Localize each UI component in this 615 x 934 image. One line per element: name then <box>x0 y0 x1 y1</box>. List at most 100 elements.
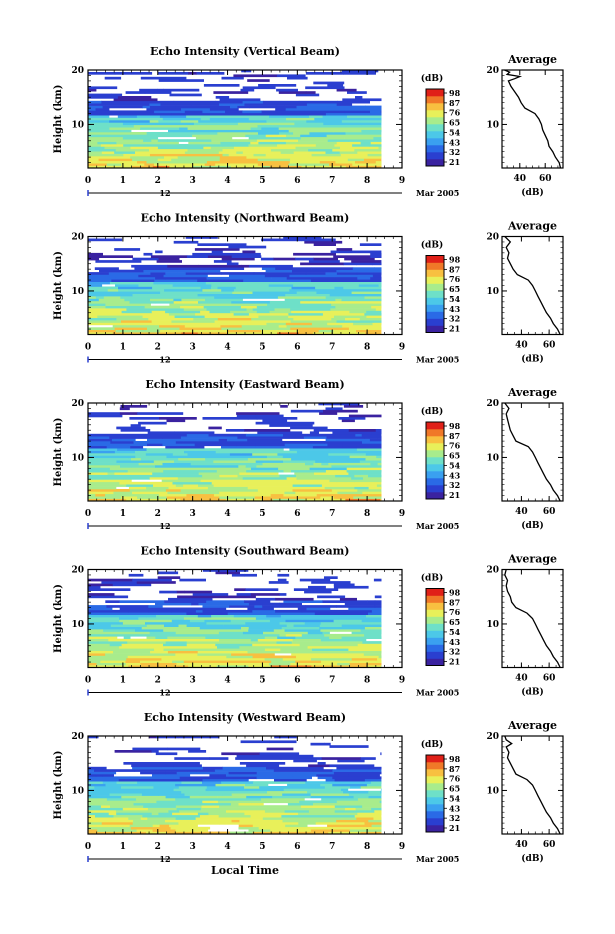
heatmap-cell <box>151 320 172 323</box>
heatmap-cell <box>88 279 112 282</box>
heatmap-cell <box>258 84 297 87</box>
heatmap-cell <box>325 469 347 473</box>
heatmap-cell <box>88 484 127 487</box>
heatmap-cell <box>115 274 139 278</box>
heatmap-cell <box>144 163 155 166</box>
heatmap-cell <box>269 136 302 140</box>
heatmap-cell <box>198 633 238 637</box>
heatmap-cell <box>375 308 382 311</box>
colorbar-swatch <box>426 318 444 326</box>
heatmap-cell <box>202 134 246 138</box>
heatmap-cell <box>348 139 374 142</box>
heatmap-cell <box>369 826 382 830</box>
heatmap-cell <box>168 486 201 490</box>
heatmap-cell <box>213 460 257 463</box>
heatmap-cell <box>345 479 355 483</box>
heatmap-cell <box>226 655 254 659</box>
heatmap-cell <box>213 91 249 94</box>
heatmap-cell <box>363 477 382 480</box>
heatmap-cell <box>311 657 353 661</box>
heatmap-cell <box>88 296 97 299</box>
heatmap-cell <box>348 414 382 418</box>
heatmap-cell <box>341 69 379 73</box>
heatmap-cell <box>208 812 245 816</box>
heatmap-cell <box>204 315 216 318</box>
heatmap-cell <box>345 822 365 825</box>
heatmap-cell <box>88 255 133 258</box>
heatmap-cell <box>262 605 306 608</box>
heatmap-cell <box>175 805 202 808</box>
colorbar-swatch <box>426 152 444 160</box>
heatmap-cell <box>341 600 368 603</box>
heatmap-cell <box>88 88 97 92</box>
heatmap-cell <box>279 593 287 596</box>
x-tick-label: 2 <box>155 343 161 353</box>
heatmap-cell <box>271 276 288 280</box>
heatmap-cell <box>239 293 286 297</box>
heatmap-cell <box>133 802 168 806</box>
heatmap-cell <box>341 120 382 123</box>
heatmap-cell <box>128 788 174 792</box>
heatmap-cell <box>219 638 252 642</box>
heatmap-field <box>88 69 382 169</box>
heatmap-cell <box>145 453 174 456</box>
heatmap-cell <box>265 134 279 138</box>
heatmap-cell <box>244 786 260 789</box>
heatmap-cell <box>120 132 147 135</box>
profile-x-tick-label: 40 <box>514 174 527 184</box>
heatmap-cell <box>275 267 312 270</box>
profile-x-label: (dB) <box>521 853 543 864</box>
heatmap-cell <box>264 274 290 278</box>
heatmap-cell <box>222 793 233 796</box>
heatmap-cell <box>356 262 373 266</box>
heatmap-cell <box>343 72 376 75</box>
heatmap-cell <box>152 284 173 287</box>
heatmap-cell <box>155 636 168 639</box>
heatmap-cell <box>181 332 199 335</box>
profile-x-tick-label: 60 <box>543 840 556 850</box>
heatmap-cell <box>157 158 172 162</box>
heatmap-cell <box>341 636 354 639</box>
heatmap-cell <box>354 474 369 478</box>
heatmap-cell <box>350 786 361 789</box>
heatmap-cell <box>354 645 382 649</box>
heatmap-cell <box>378 284 382 287</box>
heatmap-cell <box>146 108 182 111</box>
heatmap-cell <box>197 812 209 816</box>
heatmap-cell <box>110 441 134 444</box>
heatmap-cell <box>88 653 106 656</box>
heatmap-cell <box>140 817 148 820</box>
heatmap-cell <box>286 117 315 121</box>
heatmap-cell <box>190 153 223 157</box>
heatmap-cell <box>295 146 331 150</box>
heatmap-cell <box>373 127 382 130</box>
heatmap-cell <box>335 160 356 164</box>
heatmap-cell <box>237 436 282 439</box>
heatmap-cell <box>165 771 178 775</box>
heatmap-cell <box>198 484 214 487</box>
heatmap-cell <box>205 298 215 302</box>
heatmap-cell <box>174 645 218 649</box>
heatmap-cell <box>242 100 264 104</box>
heatmap-cell <box>184 450 217 454</box>
heatmap-cell <box>349 829 361 832</box>
heatmap-cell <box>373 817 382 820</box>
heatmap-cell <box>199 626 242 630</box>
heatmap-cell <box>315 786 326 789</box>
heatmap-cell <box>248 829 271 832</box>
heatmap-cell <box>169 790 182 794</box>
heatmap-cell <box>142 324 160 328</box>
heatmap-cell <box>158 812 173 816</box>
heatmap-cell <box>237 807 268 811</box>
heatmap-cell <box>106 445 131 449</box>
heatmap-cell <box>290 662 330 666</box>
heatmap-cell <box>263 660 272 663</box>
heatmap-cell <box>305 781 334 784</box>
heatmap-cell <box>200 807 238 811</box>
heatmap-cell <box>155 735 179 739</box>
heatmap-cell <box>312 236 322 239</box>
heatmap-cell <box>311 433 356 437</box>
heatmap-cell <box>178 624 188 627</box>
heatmap-cell <box>169 165 194 169</box>
